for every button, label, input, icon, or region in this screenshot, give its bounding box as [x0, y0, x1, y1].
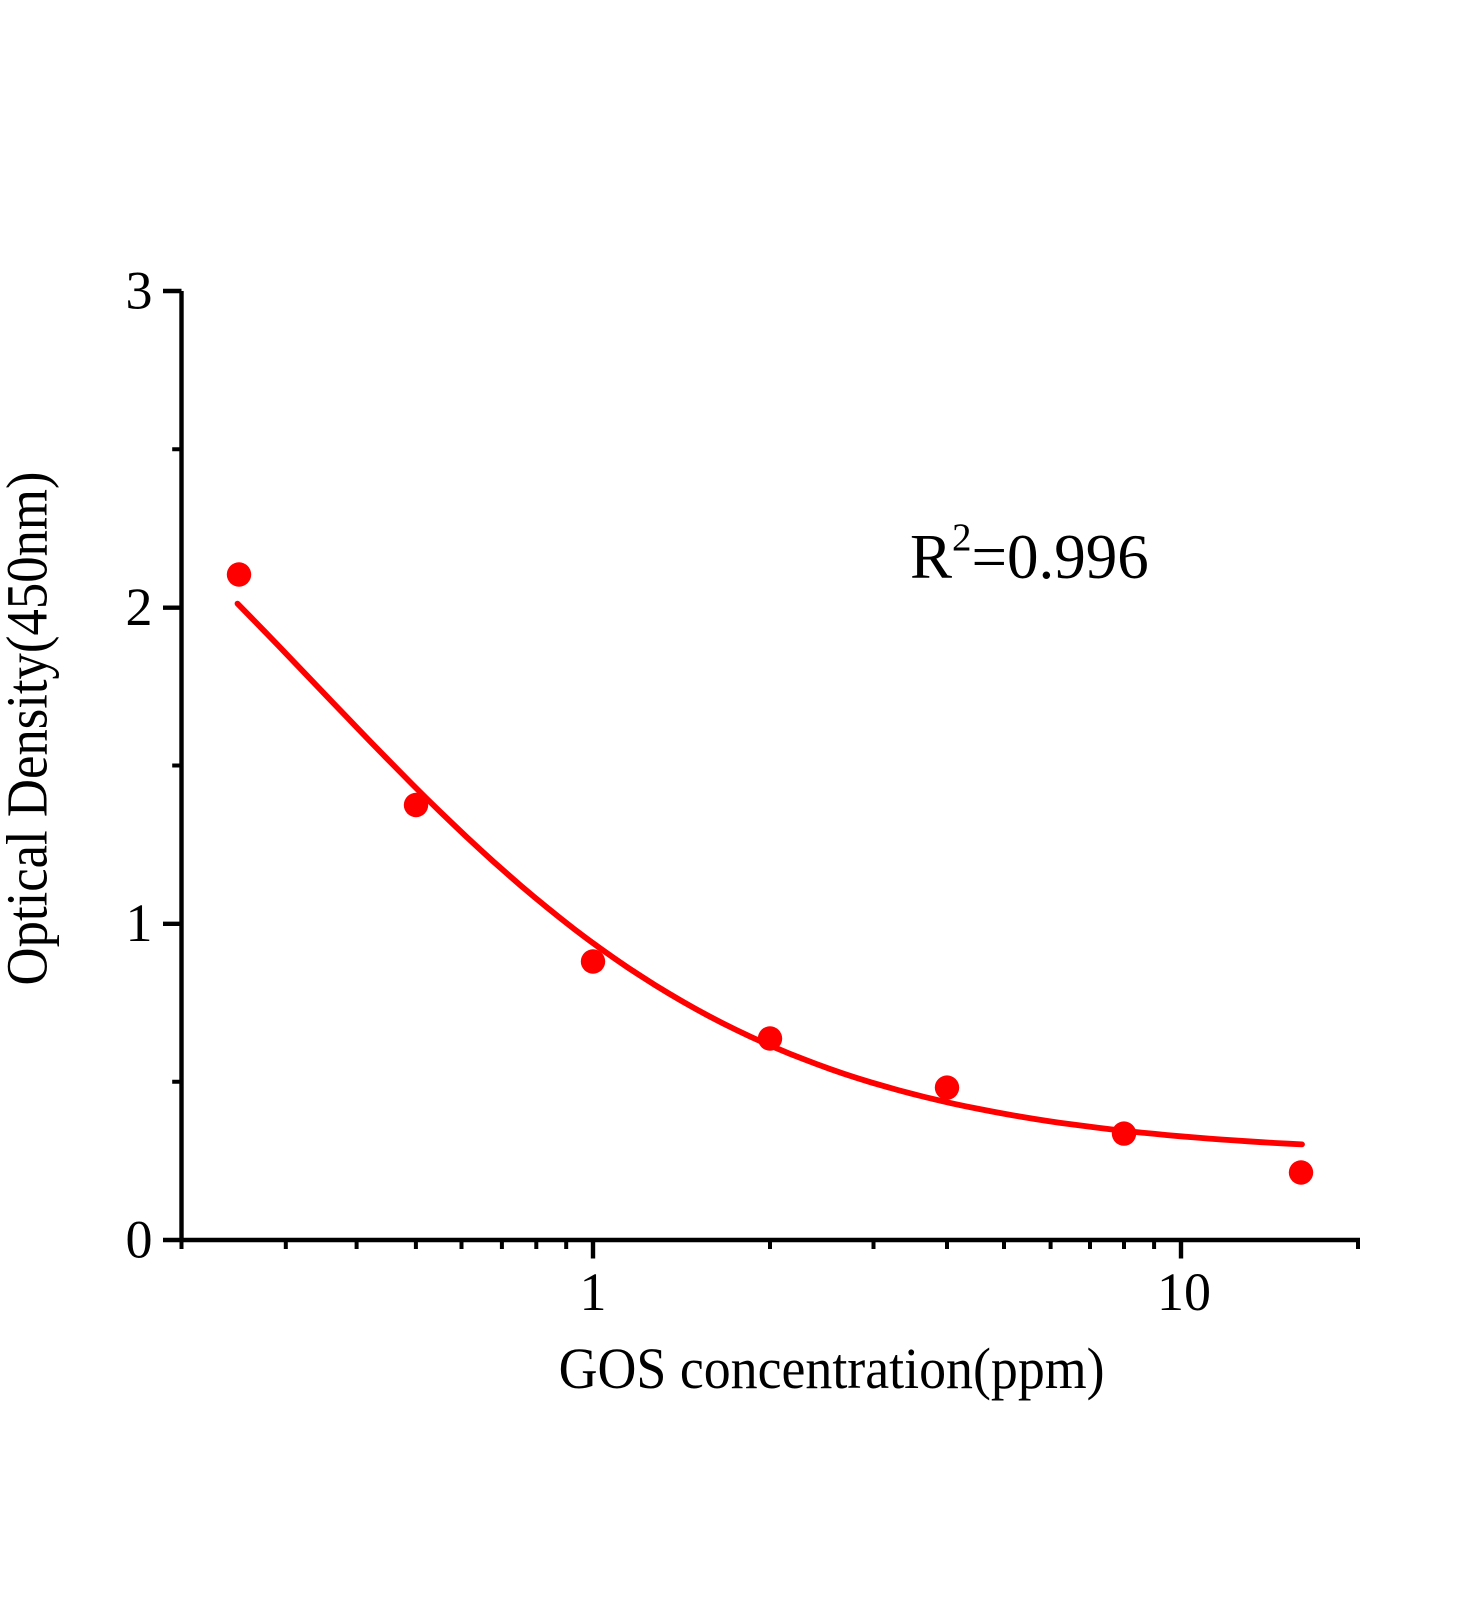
- svg-text:3: 3: [126, 260, 153, 320]
- svg-text:0: 0: [126, 1209, 153, 1269]
- svg-text:1: 1: [580, 1262, 607, 1322]
- svg-text:GOS concentration(ppm): GOS concentration(ppm): [559, 1336, 1105, 1401]
- svg-text:R2=0.996: R2=0.996: [910, 516, 1149, 592]
- svg-text:1: 1: [126, 893, 153, 953]
- svg-text:2: 2: [126, 577, 153, 637]
- svg-text:Optical Density(450nm): Optical Density(450nm): [0, 472, 60, 986]
- svg-text:10: 10: [1157, 1262, 1211, 1322]
